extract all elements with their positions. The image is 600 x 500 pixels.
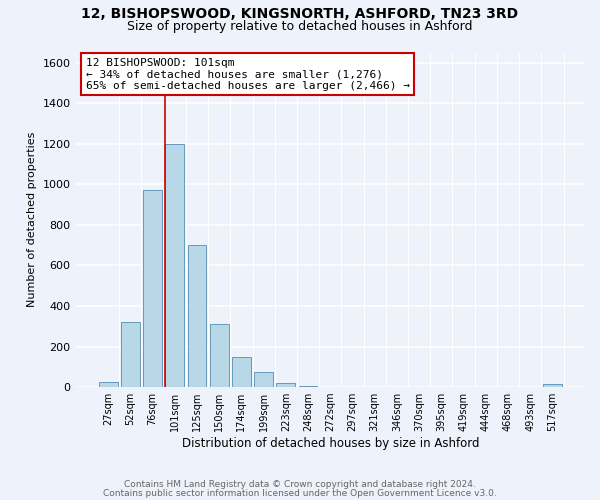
X-axis label: Distribution of detached houses by size in Ashford: Distribution of detached houses by size …	[182, 437, 479, 450]
Bar	[98, 382, 118, 387]
Bar	[166, 144, 184, 387]
Y-axis label: Number of detached properties: Number of detached properties	[27, 132, 37, 308]
Text: Size of property relative to detached houses in Ashford: Size of property relative to detached ho…	[127, 20, 473, 33]
Bar	[210, 324, 229, 387]
Bar	[188, 245, 206, 387]
Bar	[543, 384, 562, 387]
Bar	[299, 386, 317, 387]
Bar	[232, 356, 251, 387]
Bar	[277, 383, 295, 387]
Text: Contains public sector information licensed under the Open Government Licence v3: Contains public sector information licen…	[103, 488, 497, 498]
Bar	[143, 190, 162, 387]
Text: Contains HM Land Registry data © Crown copyright and database right 2024.: Contains HM Land Registry data © Crown c…	[124, 480, 476, 489]
Bar	[121, 322, 140, 387]
Text: 12, BISHOPSWOOD, KINGSNORTH, ASHFORD, TN23 3RD: 12, BISHOPSWOOD, KINGSNORTH, ASHFORD, TN…	[82, 8, 518, 22]
Bar	[254, 372, 273, 387]
Text: 12 BISHOPSWOOD: 101sqm
← 34% of detached houses are smaller (1,276)
65% of semi-: 12 BISHOPSWOOD: 101sqm ← 34% of detached…	[86, 58, 410, 90]
